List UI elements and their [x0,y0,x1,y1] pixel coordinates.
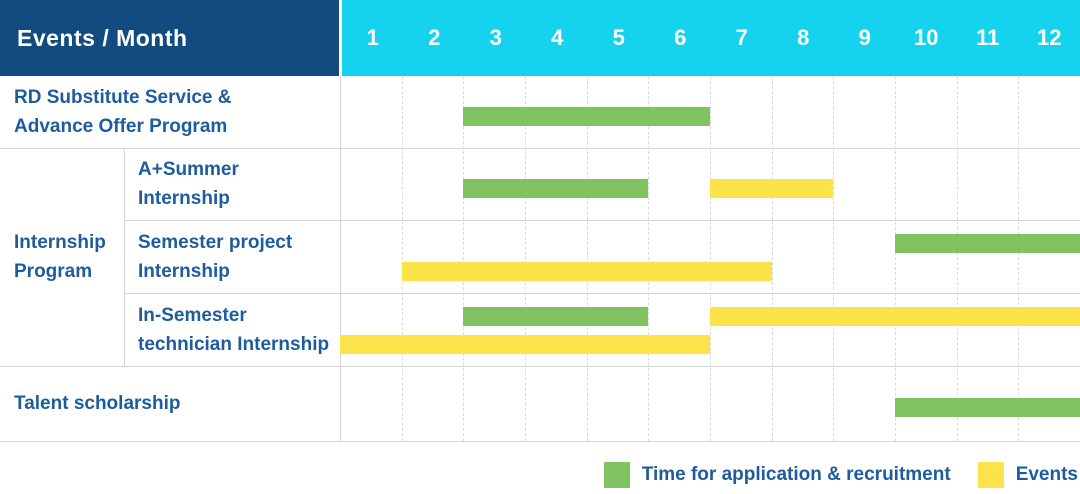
legend-label-events: Events [1015,464,1078,485]
row-label-0: RD Substitute Service & Advance Offer Pro… [0,76,340,148]
label-line: Internship [14,232,106,253]
gantt-bar-application [463,179,649,198]
month-label-3: 3 [489,25,502,50]
page-title: Events / Month [17,24,188,51]
grid-line-vertical [833,76,834,441]
month-label-8: 8 [797,25,810,50]
grid-line-horizontal [124,293,1080,294]
grid-line-vertical [124,148,125,366]
label-line: Internship [138,188,230,209]
label-line: Semester project [138,231,293,253]
month-label-2: 2 [428,25,441,50]
legend-label-application: Time for application & recruitment [641,464,951,485]
label-line: In-Semester [138,304,247,326]
label-line: Program [14,261,93,282]
grid-line-vertical [648,76,649,441]
grid-line-horizontal [0,366,1080,367]
row-label-4: Talent scholarship [0,366,340,441]
grid-line-horizontal [124,220,1080,221]
legend-swatch-application [603,462,630,488]
grid-line-vertical [463,76,464,441]
gantt-bar-application [895,233,1080,253]
row-label-1: A+Summer Internship [124,148,340,220]
month-label-7: 7 [735,25,748,50]
month-label-9: 9 [858,25,871,50]
group-label-internship-program: Internship Program [0,148,124,366]
label-line: Talent scholarship [14,393,181,414]
label-line: technician Internship [138,333,330,355]
label-line: RD Substitute Service & [14,87,232,108]
gantt-bar-events [340,335,710,354]
gantt-bar-application [463,107,710,126]
grid-line-vertical [587,76,588,441]
gantt-bar-events [710,179,834,198]
grid-line-vertical [340,76,341,441]
month-header-row: 1 2 3 4 5 6 7 8 9 10 11 12 [342,0,1080,76]
gantt-bar-events [710,306,1080,326]
grid-line-vertical [402,76,403,441]
month-label-5: 5 [612,25,625,50]
grid-line-vertical [957,76,958,441]
month-label-6: 6 [674,25,687,50]
grid-line-vertical [895,76,896,441]
grid-line-vertical [1018,76,1019,441]
gantt-bar-events [401,262,772,281]
legend: Time for application & recruitment Events [603,460,1078,490]
grid-line-horizontal [0,148,1080,149]
label-line: Advance Offer Program [14,116,228,137]
header-title-cell: Events / Month [0,0,339,76]
gantt-bar-application [463,306,649,326]
row-label-3: In-Semester technician Internship [124,293,340,366]
month-label-11: 11 [976,25,1000,50]
month-label-4: 4 [551,25,564,50]
label-line: A+Summer [138,159,239,180]
grid-line-horizontal [0,441,1080,442]
label-line: Internship [138,260,230,282]
month-label-12: 12 [1037,25,1062,50]
legend-swatch-events [977,462,1004,488]
month-label-1: 1 [366,25,379,50]
grid-line-vertical [525,76,526,441]
grid-line-vertical [710,76,711,441]
grid-line-vertical [772,76,773,441]
gantt-bar-application [895,398,1080,418]
month-label-10: 10 [914,25,939,50]
row-label-2: Semester project Internship [124,220,340,293]
